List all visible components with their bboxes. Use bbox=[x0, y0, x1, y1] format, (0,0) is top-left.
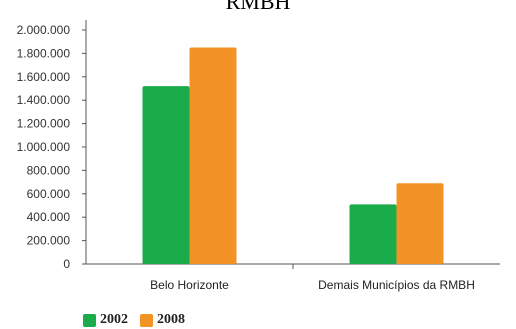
y-tick-label: 1.400.000 bbox=[17, 93, 71, 107]
y-tick-label: 2.000.000 bbox=[17, 23, 71, 37]
legend: 2002 2008 bbox=[83, 312, 197, 328]
bar-2002-0 bbox=[142, 86, 190, 264]
bar-2008-1 bbox=[396, 183, 444, 264]
legend-item-2008: 2008 bbox=[140, 312, 185, 328]
y-tick-label: 1.000.000 bbox=[17, 140, 71, 154]
y-tick-label: 1.800.000 bbox=[17, 46, 71, 60]
y-tick-label: 0 bbox=[63, 257, 70, 271]
y-tick-label: 1.200.000 bbox=[17, 117, 71, 131]
x-category-label: Belo Horizonte bbox=[150, 278, 229, 292]
x-category-label: Demais Municípios da RMBH bbox=[318, 278, 475, 292]
legend-label-2002: 2002 bbox=[100, 312, 128, 327]
legend-item-2002: 2002 bbox=[83, 312, 128, 328]
legend-label-2008: 2008 bbox=[157, 312, 185, 327]
y-tick-label: 1.600.000 bbox=[17, 70, 71, 84]
bar-2002-1 bbox=[349, 204, 397, 264]
legend-swatch-2008 bbox=[140, 313, 153, 327]
chart-title: RMBH bbox=[225, 0, 291, 14]
bar-2008-0 bbox=[189, 47, 237, 264]
y-tick-label: 800.000 bbox=[27, 163, 71, 177]
y-tick-label: 400.000 bbox=[27, 210, 71, 224]
y-tick-label: 200.000 bbox=[27, 234, 71, 248]
legend-swatch-2002 bbox=[83, 313, 96, 327]
y-tick-label: 600.000 bbox=[27, 187, 71, 201]
